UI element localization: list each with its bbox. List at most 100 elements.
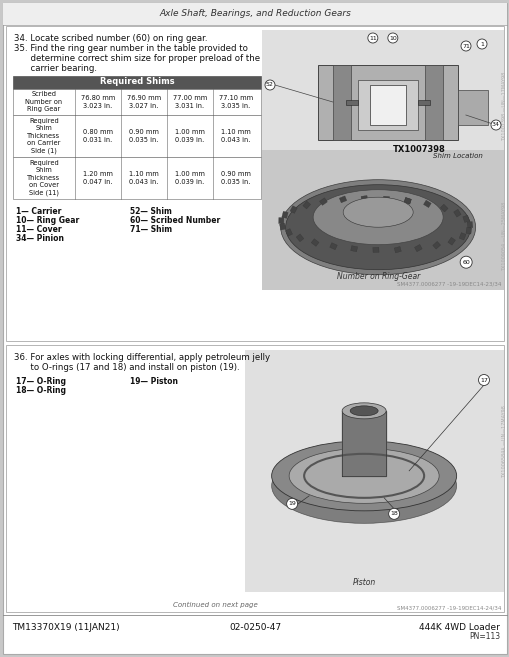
Circle shape bbox=[490, 120, 500, 130]
Text: 52— Shim: 52— Shim bbox=[130, 207, 172, 216]
Bar bbox=[369, 85, 405, 125]
Text: 77.00 mm
3.031 in.: 77.00 mm 3.031 in. bbox=[173, 95, 207, 109]
Text: Continued on next page: Continued on next page bbox=[172, 602, 257, 608]
Bar bbox=[466, 221, 472, 228]
Text: 0.80 mm
0.031 in.: 0.80 mm 0.031 in. bbox=[83, 129, 113, 143]
Ellipse shape bbox=[271, 441, 456, 511]
Bar bbox=[262, 150, 503, 290]
Text: 60: 60 bbox=[461, 260, 469, 265]
Text: Number on Ring-Gear: Number on Ring-Gear bbox=[336, 272, 419, 281]
Text: 1.10 mm
0.043 in.: 1.10 mm 0.043 in. bbox=[129, 171, 159, 185]
Text: Shim Location: Shim Location bbox=[432, 153, 482, 159]
Bar bbox=[285, 229, 292, 237]
Text: 17: 17 bbox=[479, 378, 487, 382]
Text: TX1009054 —UN—25MAY98: TX1009054 —UN—25MAY98 bbox=[501, 202, 506, 271]
Bar bbox=[345, 100, 357, 105]
Ellipse shape bbox=[350, 406, 377, 416]
Circle shape bbox=[460, 41, 470, 51]
Bar bbox=[13, 89, 261, 115]
Text: 18: 18 bbox=[389, 511, 397, 516]
Text: 444K 4WD Loader: 444K 4WD Loader bbox=[418, 623, 499, 632]
Text: 19: 19 bbox=[288, 501, 296, 507]
Bar bbox=[458, 233, 465, 240]
Text: 76.90 mm
3.027 in.: 76.90 mm 3.027 in. bbox=[127, 95, 161, 109]
Bar bbox=[278, 217, 284, 223]
Bar bbox=[393, 246, 401, 253]
Bar bbox=[332, 65, 350, 140]
Ellipse shape bbox=[280, 180, 475, 275]
Text: SM4377.0006277 -19-19DEC14-23/34: SM4377.0006277 -19-19DEC14-23/34 bbox=[396, 282, 500, 287]
Bar bbox=[310, 238, 319, 246]
Bar bbox=[13, 157, 261, 199]
Bar bbox=[357, 80, 417, 130]
Text: 18— O-Ring: 18— O-Ring bbox=[16, 386, 66, 395]
Circle shape bbox=[476, 39, 486, 49]
Text: 1.20 mm
0.047 in.: 1.20 mm 0.047 in. bbox=[83, 171, 112, 185]
Ellipse shape bbox=[343, 197, 412, 227]
Bar bbox=[6, 345, 503, 612]
Text: determine correct shim size for proper preload of the: determine correct shim size for proper p… bbox=[14, 54, 260, 63]
Bar bbox=[281, 212, 288, 218]
Bar bbox=[279, 223, 285, 230]
Bar bbox=[360, 196, 367, 201]
Text: 0.90 mm
0.035 in.: 0.90 mm 0.035 in. bbox=[220, 171, 250, 185]
Text: TM13370X19 (11JAN21): TM13370X19 (11JAN21) bbox=[12, 623, 120, 632]
Text: Scribed
Number on
Ring Gear: Scribed Number on Ring Gear bbox=[25, 91, 63, 112]
Text: TX1007398: TX1007398 bbox=[392, 145, 445, 154]
Text: Axle Shaft, Bearings, and Reduction Gears: Axle Shaft, Bearings, and Reduction Gear… bbox=[159, 9, 350, 18]
Circle shape bbox=[387, 33, 397, 43]
Bar bbox=[457, 90, 487, 125]
Text: 34: 34 bbox=[491, 122, 499, 127]
Bar bbox=[13, 76, 261, 89]
Text: 17— O-Ring: 17— O-Ring bbox=[16, 377, 66, 386]
Text: PN=113: PN=113 bbox=[468, 632, 499, 641]
Polygon shape bbox=[342, 411, 385, 476]
Bar bbox=[382, 196, 389, 202]
Bar bbox=[439, 204, 447, 212]
Ellipse shape bbox=[271, 448, 456, 524]
Text: 1— Carrier: 1— Carrier bbox=[16, 207, 61, 216]
Text: TX1007398 —UN—17MAY98: TX1007398 —UN—17MAY98 bbox=[501, 72, 506, 141]
Text: 1.10 mm
0.043 in.: 1.10 mm 0.043 in. bbox=[221, 129, 250, 143]
Text: 77.10 mm
3.035 in.: 77.10 mm 3.035 in. bbox=[218, 95, 252, 109]
Text: 60— Scribed Number: 60— Scribed Number bbox=[130, 216, 220, 225]
Text: 36. For axles with locking differential, apply petroleum jelly: 36. For axles with locking differential,… bbox=[14, 353, 270, 362]
Text: 71— Shim: 71— Shim bbox=[130, 225, 172, 234]
Bar bbox=[244, 350, 503, 592]
Text: 76.80 mm
3.023 in.: 76.80 mm 3.023 in. bbox=[81, 95, 115, 109]
Circle shape bbox=[286, 499, 297, 509]
Bar bbox=[350, 246, 357, 252]
Bar bbox=[317, 65, 457, 140]
Ellipse shape bbox=[285, 185, 470, 270]
Circle shape bbox=[367, 33, 377, 43]
Text: 52: 52 bbox=[266, 83, 273, 87]
Text: SM4377.0006277 -19-19DEC14-24/34: SM4377.0006277 -19-19DEC14-24/34 bbox=[396, 606, 500, 611]
Text: 1.00 mm
0.039 in.: 1.00 mm 0.039 in. bbox=[175, 129, 205, 143]
Bar bbox=[424, 65, 442, 140]
Ellipse shape bbox=[289, 448, 438, 503]
Circle shape bbox=[388, 509, 399, 519]
Text: 34— Pinion: 34— Pinion bbox=[16, 234, 64, 243]
Bar bbox=[453, 210, 460, 217]
Circle shape bbox=[265, 80, 274, 90]
Text: 02-0250-47: 02-0250-47 bbox=[229, 623, 280, 632]
Bar bbox=[462, 215, 469, 223]
Ellipse shape bbox=[313, 190, 442, 244]
Bar bbox=[422, 200, 431, 208]
Bar bbox=[447, 237, 455, 245]
Text: Required Shims: Required Shims bbox=[99, 77, 174, 86]
Text: 11: 11 bbox=[368, 35, 376, 41]
Bar bbox=[403, 198, 411, 204]
Bar bbox=[290, 206, 297, 214]
Text: Required
Shim
Thickness
on Carrier
Side (1): Required Shim Thickness on Carrier Side … bbox=[27, 118, 61, 154]
Bar bbox=[432, 241, 440, 249]
Text: 10: 10 bbox=[388, 35, 396, 41]
Text: 0.90 mm
0.035 in.: 0.90 mm 0.035 in. bbox=[129, 129, 159, 143]
Circle shape bbox=[459, 256, 471, 268]
Text: to O-rings (17 and 18) and install on piston (19).: to O-rings (17 and 18) and install on pi… bbox=[14, 363, 239, 372]
Bar bbox=[296, 234, 303, 242]
Bar bbox=[6, 26, 503, 341]
Bar bbox=[262, 30, 503, 290]
Bar bbox=[338, 196, 346, 203]
Bar bbox=[465, 227, 471, 234]
